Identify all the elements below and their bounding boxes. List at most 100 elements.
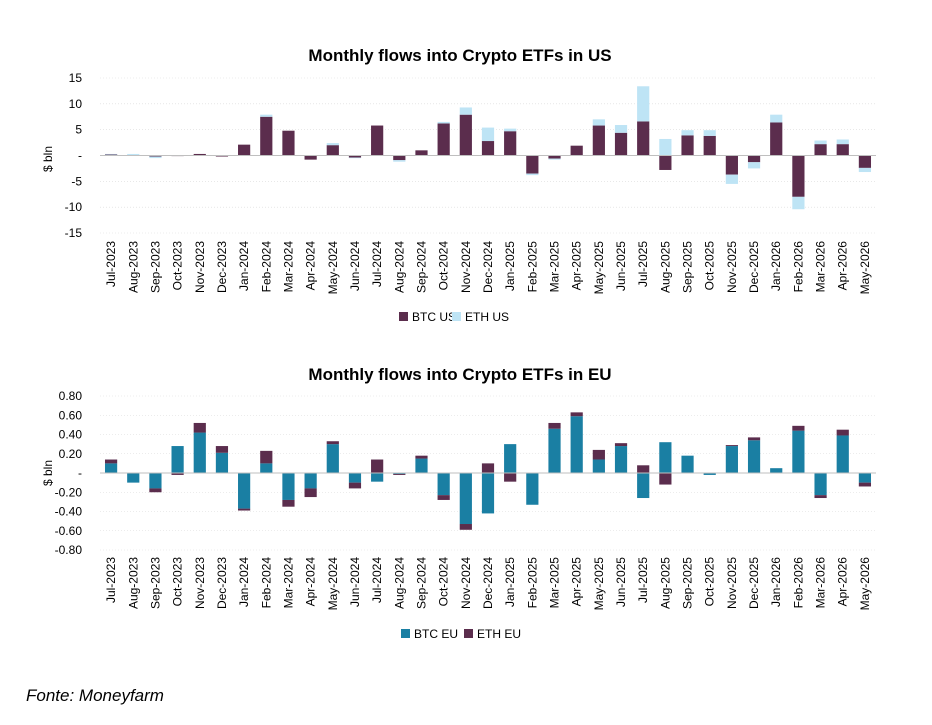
bar-btc-eu [171, 446, 184, 473]
x-tick-label: Oct-2023 [171, 241, 185, 291]
x-tick-label: Apr-2025 [570, 557, 584, 607]
bar-eth-eu [282, 499, 295, 507]
bar-btc-eu [104, 463, 118, 473]
x-tick-label: Jan-2024 [237, 557, 251, 607]
y-tick-label: 15 [69, 71, 83, 85]
bar-btc-us [637, 121, 650, 156]
bar-eth-us [481, 127, 495, 142]
bar-btc-us [149, 155, 162, 157]
bar-eth-eu [814, 495, 827, 499]
x-tick-label: Jun-2025 [614, 241, 628, 291]
x-tick-label: Jun-2024 [348, 557, 362, 607]
chart-title: Monthly flows into Crypto ETFs in US [308, 46, 611, 65]
x-tick-label: Aug-2024 [392, 241, 406, 293]
bar-btc-us [348, 155, 362, 158]
bar-btc-us [592, 125, 605, 156]
x-tick-label: Nov-2023 [193, 557, 207, 609]
x-tick-label: Dec-2024 [481, 241, 495, 293]
bar-eth-eu [614, 443, 628, 447]
bar-eth-eu [659, 473, 672, 485]
bar-eth-us [348, 157, 362, 159]
bar-btc-us [858, 155, 872, 168]
bar-btc-eu [304, 473, 317, 489]
bar-btc-us [570, 145, 583, 156]
x-tick-label: Sep-2023 [148, 241, 162, 293]
x-tick-label: Aug-2024 [392, 557, 406, 609]
bar-btc-eu [570, 416, 583, 473]
legend-swatch [401, 629, 410, 638]
x-tick-label: Jul-2024 [370, 557, 384, 603]
x-tick-label: May-2025 [592, 557, 606, 611]
legend-label: BTC US [412, 310, 456, 324]
bar-btc-us [459, 114, 472, 156]
bar-btc-eu [459, 473, 472, 525]
y-axis-label: $ bln [41, 460, 55, 486]
bar-btc-us [371, 125, 384, 156]
bar-btc-eu [770, 468, 783, 473]
y-tick-label: -0.20 [55, 485, 83, 499]
bar-btc-us [215, 155, 229, 157]
bar-btc-eu [238, 473, 251, 509]
x-tick-label: Oct-2024 [437, 557, 451, 607]
bar-eth-eu [725, 445, 738, 447]
x-tick-label: Sep-2024 [414, 241, 428, 293]
y-tick-label: - [78, 466, 82, 480]
bar-btc-us [770, 122, 783, 156]
bar-eth-eu [171, 473, 184, 475]
y-tick-label: -15 [65, 226, 83, 240]
bar-eth-us [614, 125, 628, 133]
bar-btc-us [437, 123, 450, 156]
bar-btc-eu [592, 459, 605, 473]
x-tick-label: Sep-2025 [681, 241, 695, 293]
bar-eth-us [548, 158, 561, 160]
y-tick-label: 10 [69, 97, 83, 111]
x-tick-label: Jul-2025 [636, 241, 650, 287]
bar-eth-eu [104, 459, 118, 464]
bar-btc-us [814, 144, 827, 156]
bar-btc-us [260, 116, 273, 156]
bar-btc-eu [215, 452, 229, 473]
bar-btc-eu [127, 473, 140, 483]
chart-panel-1: Monthly flows into Crypto ETFs in US 15 10… [41, 46, 876, 324]
bar-btc-eu [792, 430, 805, 473]
x-tick-label: Oct-2023 [171, 557, 185, 607]
bar-btc-us [792, 155, 805, 197]
bar-eth-us [703, 130, 716, 136]
x-tick-label: Nov-2024 [459, 241, 473, 293]
bar-eth-eu [504, 473, 517, 482]
x-tick-label: Aug-2023 [126, 241, 140, 293]
x-tick-label: Mar-2024 [281, 241, 295, 293]
bar-btc-eu [836, 435, 849, 473]
bar-btc-us [614, 132, 628, 156]
bar-btc-us [747, 155, 761, 163]
x-tick-label: Nov-2023 [193, 241, 207, 293]
bar-eth-eu [193, 422, 206, 433]
bar-btc-eu [260, 463, 273, 473]
x-tick-label: Nov-2024 [459, 557, 473, 609]
bar-btc-us [526, 155, 539, 174]
bar-btc-eu [858, 473, 872, 483]
legend-label: ETH US [465, 310, 509, 324]
bar-eth-eu [304, 488, 317, 498]
x-tick-label: Mar-2026 [814, 557, 828, 609]
x-tick-label: Jan-2025 [503, 557, 517, 607]
bar-eth-eu [348, 482, 362, 489]
x-tick-label: Oct-2025 [703, 241, 717, 291]
bar-eth-eu [459, 524, 472, 530]
bar-eth-us [814, 140, 827, 145]
bar-eth-eu [326, 441, 339, 445]
bar-btc-eu [526, 473, 539, 505]
bar-eth-us [747, 162, 761, 169]
y-tick-label: 5 [75, 123, 82, 137]
x-tick-label: Apr-2025 [570, 241, 584, 291]
bar-eth-eu [215, 446, 229, 453]
x-tick-label: Dec-2023 [215, 241, 229, 293]
bar-eth-us [637, 86, 650, 122]
bars [104, 412, 872, 530]
x-tick-label: Oct-2025 [703, 557, 717, 607]
bar-btc-us [326, 145, 339, 156]
y-tick-label: 0.80 [59, 389, 83, 403]
x-tick-label: May-2024 [326, 241, 340, 295]
x-tick-label: Feb-2025 [525, 241, 539, 293]
bar-btc-eu [348, 473, 362, 483]
